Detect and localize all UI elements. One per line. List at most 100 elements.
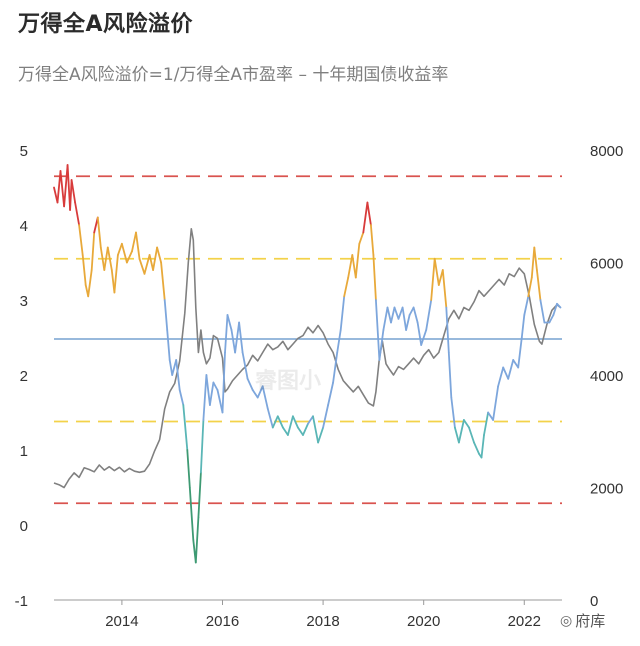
risk-premium-segment-126 (536, 269, 542, 301)
risk-premium-segment-78 (351, 254, 357, 279)
risk-premium-segment-32 (166, 329, 171, 361)
risk-premium-segment-6 (70, 179, 76, 204)
risk-premium-segment-30 (160, 261, 166, 301)
risk-premium-segment-3 (63, 164, 69, 208)
risk-premium-segment-51 (226, 314, 233, 331)
risk-premium-segment-5 (69, 179, 73, 211)
risk-premium-segment-21 (121, 242, 128, 264)
risk-premium-segment-62 (276, 415, 284, 429)
reference-lines (54, 175, 562, 505)
risk-premium-segment-123 (527, 276, 533, 298)
risk-premium-segment-121 (520, 314, 526, 339)
risk-premium-segment-9 (81, 254, 87, 286)
risk-premium-segment-11 (87, 269, 93, 298)
risk-premium-segment-55 (241, 351, 249, 380)
risk-premium-segment-47 (212, 381, 219, 391)
risk-premium-segment-45 (205, 374, 211, 406)
risk-premium-segment-88 (386, 306, 392, 324)
brand-name: 府库 (575, 612, 606, 630)
risk-premium-segment-122 (523, 295, 530, 316)
risk-premium-segment-104 (447, 351, 453, 399)
risk-premium-segment-59 (261, 385, 269, 410)
risk-premium-segment-52 (230, 329, 237, 354)
risk-premium-segment-64 (286, 415, 294, 436)
risk-premium-segment-53 (234, 321, 241, 354)
y-right-tick-1: 6000 (590, 256, 623, 273)
risk-premium-segment-105 (450, 396, 456, 429)
risk-premium-segment-26 (143, 254, 151, 275)
x-tick-label-4: 2022 (508, 613, 541, 630)
risk-premium-segment-39 (188, 486, 195, 541)
risk-premium-segment-89 (390, 306, 396, 324)
risk-premium-segment-36 (178, 389, 185, 406)
y-right-tick-4: 0 (590, 593, 598, 610)
risk-premium-segment-80 (358, 231, 365, 245)
risk-premium-segment-70 (317, 426, 325, 444)
risk-premium-segment-120 (517, 336, 523, 369)
axes: 2014 2016 2018 2020 2022 5 4 3 2 1 0 -1 8000 6000 4000… (15, 143, 624, 630)
risk-premium-segment-84 (372, 254, 377, 301)
risk-premium-segment-91 (397, 306, 404, 320)
risk-premium-segment-66 (296, 426, 304, 436)
risk-premium-segment-125 (533, 246, 538, 271)
risk-premium-segment-27 (148, 254, 155, 271)
risk-premium-segment-87 (382, 306, 389, 331)
risk-premium-segment-24 (135, 231, 141, 260)
risk-premium-segment-34 (171, 359, 178, 376)
risk-premium-segment-2 (59, 170, 65, 208)
risk-premium-segment-44 (202, 374, 208, 421)
x-tick-label-0: 2014 (105, 613, 138, 630)
risk-premium-segment-49 (221, 351, 226, 414)
y-left-tick-2: 3 (20, 293, 28, 310)
risk-premium-segment-23 (131, 231, 137, 253)
y-left-tick-5: 0 (20, 518, 28, 535)
risk-premium-segment-74 (336, 329, 342, 354)
risk-premium-segment-109 (468, 426, 475, 444)
x-tick-label-2: 2018 (306, 613, 339, 630)
risk-premium-segment-16 (103, 246, 109, 271)
risk-premium-segment-71 (322, 404, 330, 429)
risk-premium-segment-107 (457, 419, 465, 444)
risk-premium-segment-57 (251, 389, 259, 399)
risk-premium-segment-127 (539, 299, 546, 324)
watermark: 睿图小 (255, 369, 322, 394)
risk-premium-segment-115 (492, 385, 500, 421)
risk-premium-segment-63 (281, 426, 289, 436)
risk-premium-segment-12 (90, 231, 96, 271)
series-lines (53, 164, 562, 564)
risk-premium-segment-118 (507, 359, 515, 380)
risk-premium-segment-33 (168, 359, 174, 376)
risk-premium-segment-114 (487, 411, 495, 421)
risk-premium-segment-81 (362, 201, 369, 234)
chart-title: 万得全A风险溢价 (18, 12, 194, 37)
y-right-tick-0: 8000 (590, 143, 623, 160)
risk-premium-segment-43 (199, 419, 205, 474)
risk-premium-segment-15 (99, 246, 106, 271)
chart-subtitle: 万得全A风险溢价=1/万得全A市盈率 – 十年期国债收益率 (18, 65, 449, 85)
risk-premium-segment-46 (208, 381, 215, 406)
risk-premium-segment-106 (453, 426, 460, 444)
risk-premium-segment-86 (378, 329, 385, 361)
y-left-tick-6: -1 (15, 593, 28, 610)
risk-premium-segment-102 (441, 269, 448, 309)
risk-premium-segment-90 (393, 306, 400, 320)
risk-premium-segment-100 (433, 257, 440, 286)
risk-premium-segment-76 (343, 276, 350, 298)
risk-premium-segment-65 (291, 415, 299, 429)
risk-premium-segment-116 (497, 366, 505, 388)
risk-premium-segment-60 (266, 407, 274, 429)
risk-premium-segment-97 (420, 329, 428, 346)
risk-premium-segment-42 (197, 471, 202, 519)
risk-premium-segment-22 (126, 250, 133, 264)
risk-premium-segment-73 (332, 351, 339, 384)
risk-premium-segment-58 (256, 385, 264, 399)
wechat-icon: ◎ (560, 612, 573, 629)
risk-premium-segment-7 (74, 201, 80, 226)
y-right-tick-3: 2000 (590, 481, 623, 498)
risk-premium-segment-8 (78, 224, 84, 256)
risk-premium-segment-20 (117, 242, 123, 256)
risk-premium-segment-85 (374, 299, 381, 361)
y-right-tick-2: 4000 (590, 368, 623, 385)
risk-premium-segment-67 (302, 422, 309, 436)
risk-premium-segment-131 (556, 302, 562, 309)
